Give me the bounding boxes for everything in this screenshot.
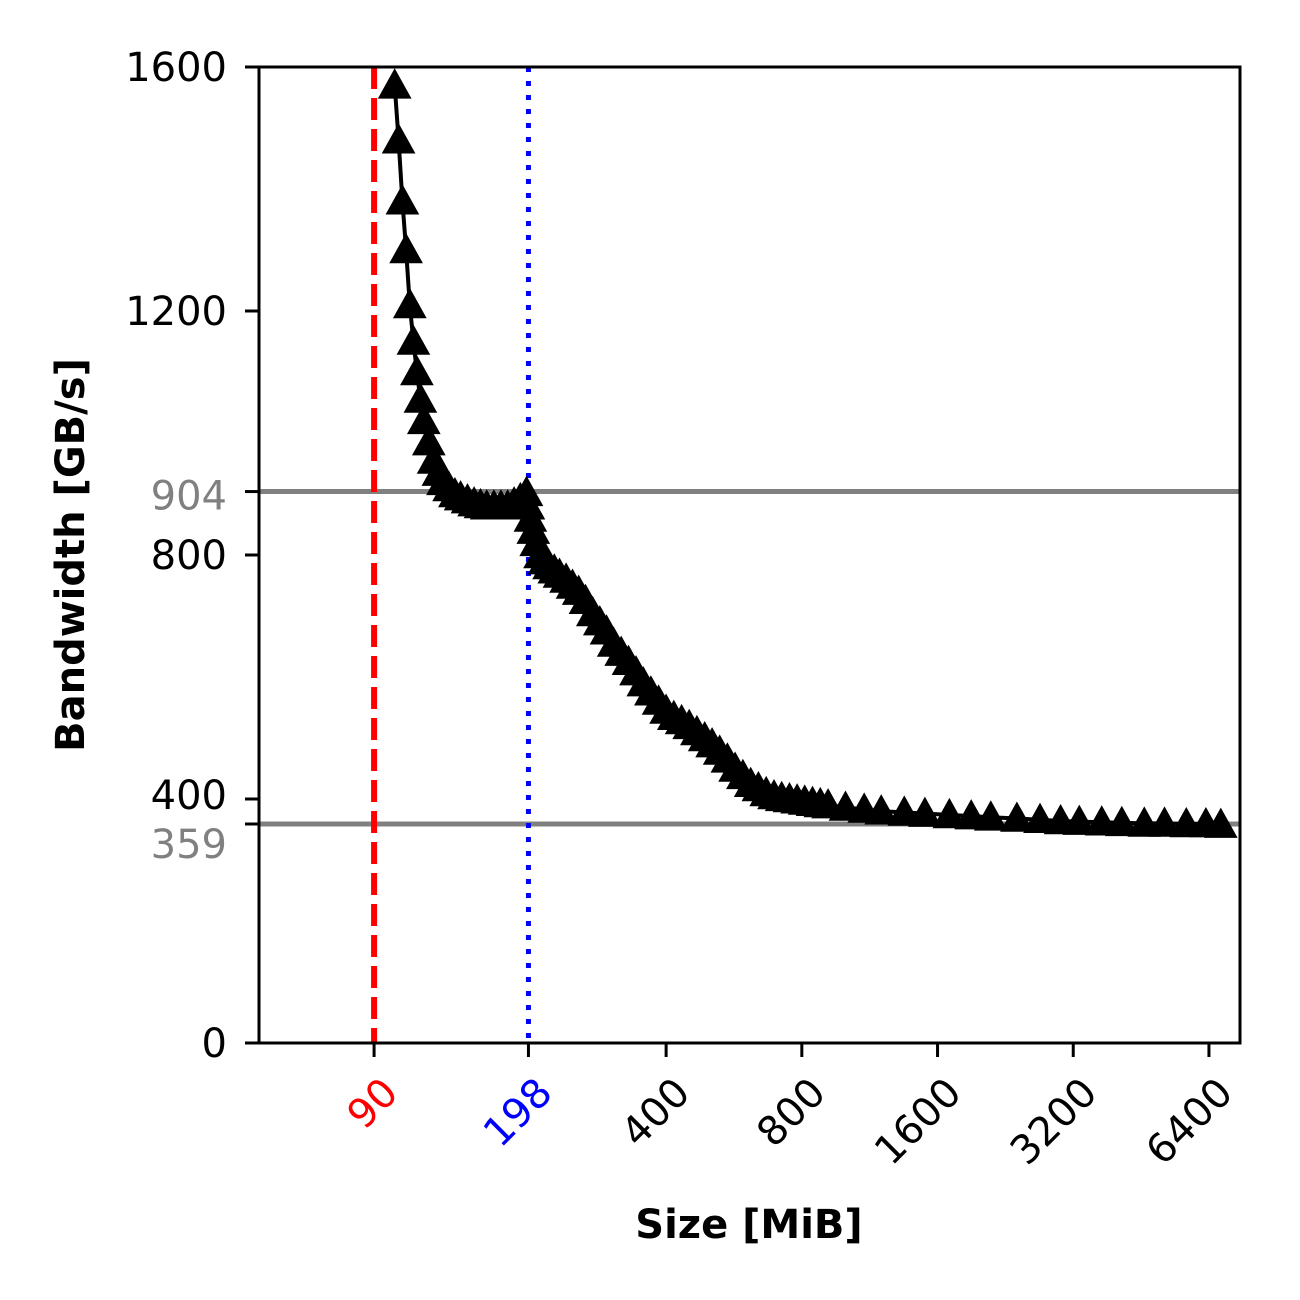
data-point (389, 232, 423, 264)
data-point (908, 796, 942, 827)
y-tick-label: 400 (151, 773, 227, 819)
y-tick-label: 904 (151, 474, 227, 520)
data-point (396, 324, 431, 355)
y-tick-label: 0 (202, 1021, 227, 1067)
data-point (1000, 801, 1034, 832)
data-point (406, 403, 441, 435)
data-point (1062, 804, 1097, 835)
y-axis-label: Bandwidth [GB/s] (48, 358, 94, 752)
data-point (1203, 807, 1238, 838)
data-point (381, 123, 416, 154)
data-point (400, 354, 434, 386)
data-point (392, 287, 427, 319)
data-point (932, 797, 967, 829)
y-tick-label: 1200 (125, 289, 227, 335)
y-tick-label: 359 (151, 822, 227, 868)
data-point (973, 800, 1008, 831)
data-point (887, 795, 922, 826)
data-point (377, 68, 412, 99)
y-tick-label: 800 (151, 533, 227, 579)
data-point (864, 794, 899, 825)
y-tick-label: 1600 (125, 45, 227, 91)
data-point (1104, 805, 1139, 837)
data-point (1023, 802, 1057, 833)
x-axis-label: Size [MiB] (635, 1202, 862, 1248)
data-point (1147, 806, 1182, 837)
data-point (385, 184, 420, 215)
data-series (377, 68, 1238, 838)
